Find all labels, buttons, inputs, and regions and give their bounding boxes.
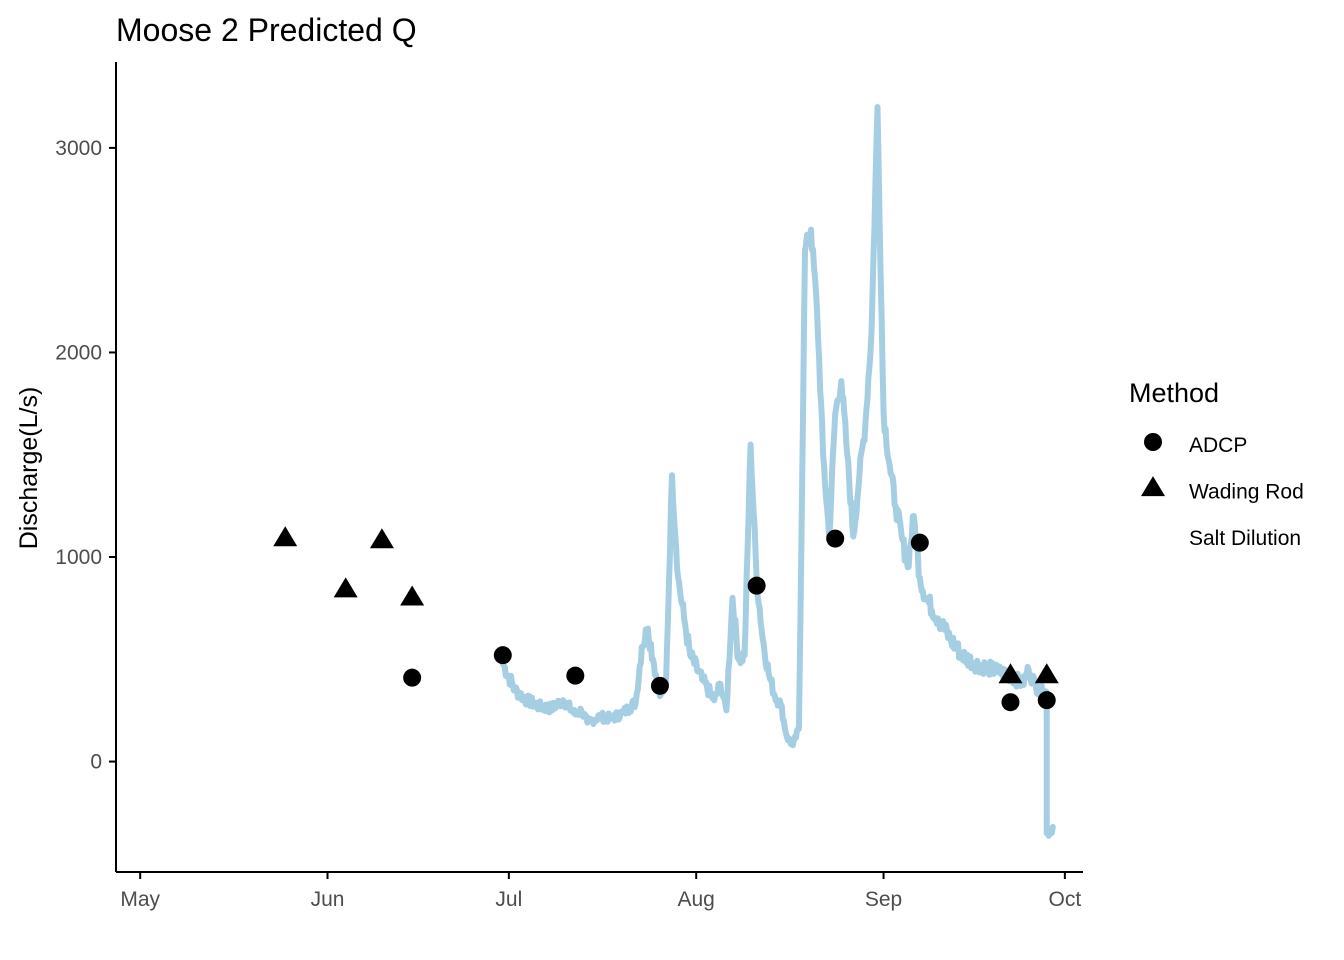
legend: Method ADCP Wading Rod Salt Dilution — [1129, 378, 1304, 550]
x-tick-label: Sep — [865, 888, 902, 911]
wading-rod-point — [273, 526, 298, 547]
wading-rod-point — [998, 663, 1023, 684]
adcp-point — [493, 646, 512, 665]
discharge-line — [499, 104, 1056, 839]
x-tick-label: May — [120, 888, 160, 911]
chart-title: Moose 2 Predicted Q — [116, 12, 417, 48]
wading-rod-point — [333, 577, 358, 598]
wading-rod-point — [369, 528, 394, 549]
wading-rod-point — [1034, 663, 1059, 684]
adcp-point — [1037, 691, 1056, 710]
legend-key-wading-rod — [1141, 476, 1165, 497]
y-tick-label: 1000 — [55, 546, 102, 569]
y-axis-label: Discharge(L/s) — [15, 387, 43, 550]
adcp-point — [826, 529, 845, 548]
x-tick-label: Jun — [311, 888, 345, 911]
y-tick-label: 3000 — [55, 137, 102, 160]
adcp-point — [403, 668, 422, 687]
legend-label-salt-dilution: Salt Dilution — [1189, 527, 1301, 550]
y-tick-label: 0 — [90, 751, 102, 774]
x-tick-label: Aug — [678, 888, 715, 911]
legend-label-wading-rod: Wading Rod — [1189, 481, 1304, 504]
legend-label-adcp: ADCP — [1189, 434, 1247, 457]
x-tick-label: Jul — [495, 888, 522, 911]
wading-rod-point — [400, 585, 425, 606]
y-tick-label: 2000 — [55, 341, 102, 364]
adcp-point — [1001, 693, 1020, 712]
plot-area — [273, 104, 1059, 839]
adcp-point — [566, 666, 585, 685]
adcp-point — [747, 576, 766, 595]
legend-key-adcp — [1144, 433, 1162, 451]
legend-title: Method — [1129, 378, 1219, 408]
axes: 0 1000 2000 3000 May Jun Jul Aug Sep Oct — [55, 62, 1083, 911]
x-tick-label: Oct — [1049, 888, 1082, 911]
adcp-point — [650, 676, 669, 695]
adcp-point — [910, 533, 929, 552]
